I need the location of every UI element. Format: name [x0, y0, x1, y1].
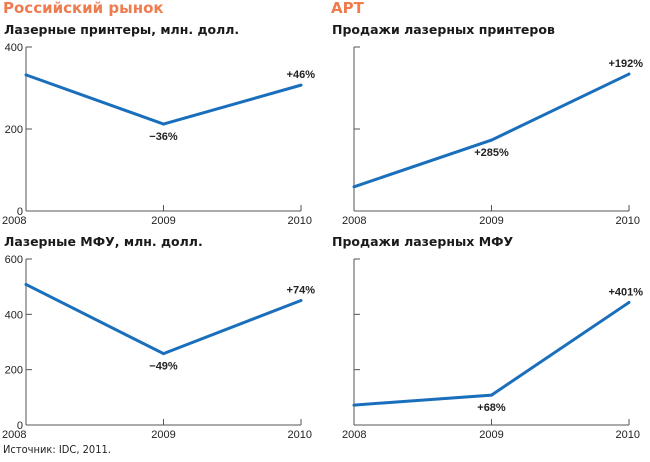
data-label: +74%: [287, 285, 316, 297]
data-point: [352, 403, 356, 407]
data-label: +401%: [608, 286, 643, 298]
data-point: [24, 73, 28, 77]
x-tick-label: 2009: [151, 429, 175, 441]
source-note: Источник: IDC, 2011.: [3, 443, 111, 456]
data-label: +192%: [608, 58, 643, 70]
y-tick-label: 200: [5, 365, 23, 377]
series-line: [353, 301, 630, 407]
x-tick-label: 2009: [479, 429, 503, 441]
x-tick-label: 2009: [151, 215, 175, 227]
data-label: +46%: [287, 69, 316, 81]
data-point: [24, 282, 28, 286]
data-point: [162, 122, 165, 126]
data-point: [627, 300, 631, 304]
y-tick-label: 400: [5, 309, 23, 321]
x-tick-label: 2008: [342, 429, 366, 441]
data-label: −36%: [149, 131, 178, 143]
x-tick-label: 2010: [288, 215, 312, 227]
data-point: [627, 72, 631, 76]
series-line: [353, 72, 630, 189]
x-tick-label: 2008: [2, 429, 26, 441]
x-tick-label: 2008: [342, 215, 366, 227]
x-tick-label: 2008: [2, 215, 26, 227]
data-label: +68%: [477, 402, 506, 414]
chart-title-art-mfp: Продажи лазерных МФУ: [332, 234, 514, 249]
data-point: [299, 299, 303, 302]
y-tick-label: 0: [17, 420, 23, 432]
series-line: [25, 73, 302, 126]
data-point: [162, 352, 165, 356]
x-tick-label: 2010: [616, 215, 640, 227]
data-point: [352, 185, 356, 189]
chart-title-ru-mfp: Лазерные МФУ, млн. долл.: [4, 234, 203, 249]
data-label: −49%: [149, 361, 178, 373]
x-tick-label: 2010: [616, 429, 640, 441]
data-point: [299, 83, 303, 87]
section-title-russian-market: Российский рынок: [3, 0, 164, 17]
y-tick-label: 0: [17, 206, 23, 218]
series-line: [25, 283, 302, 356]
x-tick-label: 2010: [288, 429, 312, 441]
y-tick-label: 600: [5, 254, 23, 266]
data-point: [490, 393, 493, 397]
chart-title-art-printers: Продажи лазерных принтеров: [332, 22, 555, 37]
y-tick-label: 200: [5, 124, 23, 136]
chart-title-ru-printers: Лазерные принтеры, млн. долл.: [4, 22, 240, 37]
x-tick-label: 2009: [479, 215, 503, 227]
data-label: +285%: [474, 147, 509, 159]
y-tick-label: 400: [5, 42, 23, 54]
data-point: [490, 138, 493, 142]
section-title-art: АРТ: [331, 0, 364, 17]
